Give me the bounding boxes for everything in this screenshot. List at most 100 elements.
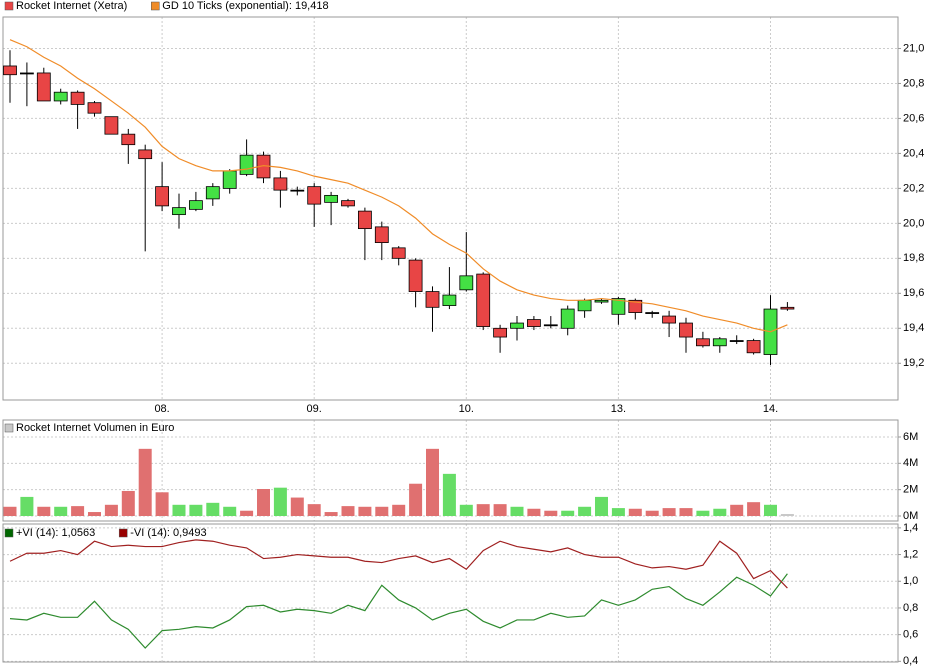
bar bbox=[595, 496, 608, 516]
bar bbox=[679, 508, 693, 516]
candle-body bbox=[273, 177, 288, 191]
candle-body bbox=[696, 338, 710, 347]
candle-body bbox=[324, 194, 339, 203]
candle-body bbox=[476, 273, 491, 327]
bar bbox=[510, 506, 524, 516]
y-tick-label: 6M bbox=[903, 431, 918, 443]
candle-body bbox=[527, 319, 541, 327]
bar bbox=[578, 506, 592, 516]
bar bbox=[88, 512, 101, 516]
bar bbox=[71, 506, 85, 516]
bar bbox=[409, 483, 423, 516]
legend-swatch bbox=[4, 423, 14, 433]
candle-body bbox=[19, 72, 34, 75]
legend-swatch bbox=[4, 528, 14, 538]
candle-body bbox=[442, 294, 457, 306]
candle-body bbox=[104, 116, 119, 135]
x-tick-label: 14. bbox=[763, 403, 778, 415]
candle-body bbox=[645, 312, 660, 314]
x-tick-label: 13. bbox=[611, 403, 626, 415]
bar bbox=[645, 510, 659, 516]
bar bbox=[172, 504, 186, 516]
bar bbox=[121, 490, 135, 516]
candle-body bbox=[729, 340, 744, 342]
candle-body bbox=[679, 322, 693, 338]
bar bbox=[37, 506, 51, 516]
bar bbox=[476, 504, 490, 516]
y-tick-label: 20,4 bbox=[903, 147, 924, 159]
bar bbox=[611, 508, 625, 516]
bar bbox=[20, 496, 34, 516]
candle-body bbox=[374, 226, 389, 244]
x-tick-label: 08. bbox=[154, 403, 169, 415]
bar bbox=[764, 504, 777, 516]
plot-frame bbox=[2, 16, 899, 401]
candle-body bbox=[594, 299, 609, 303]
bar bbox=[392, 504, 406, 516]
bar bbox=[628, 508, 642, 516]
y-tick-label: 19,2 bbox=[903, 357, 924, 369]
bar bbox=[240, 510, 254, 516]
bar bbox=[3, 506, 17, 516]
candle-body bbox=[543, 324, 558, 327]
candle-body bbox=[611, 298, 626, 315]
candle-body bbox=[70, 91, 85, 105]
plot-frame bbox=[2, 419, 899, 522]
bar bbox=[747, 502, 761, 516]
bar bbox=[324, 512, 338, 516]
candle-body bbox=[290, 189, 305, 192]
bar bbox=[442, 473, 456, 516]
y-tick-label: 20,6 bbox=[903, 112, 924, 124]
bar bbox=[257, 489, 270, 516]
candle-body bbox=[36, 72, 51, 102]
legend-swatch bbox=[151, 1, 160, 11]
bar bbox=[307, 504, 321, 516]
y-tick-label: 19,4 bbox=[903, 322, 924, 334]
bar bbox=[104, 504, 118, 516]
bar bbox=[730, 504, 744, 516]
series-line bbox=[9, 539, 788, 589]
y-tick-label: 0,4 bbox=[903, 655, 918, 667]
y-tick-label: 1,2 bbox=[903, 548, 918, 560]
y-tick-label: 4M bbox=[903, 457, 918, 469]
legend-swatch bbox=[118, 528, 128, 538]
y-tick-label: 1,4 bbox=[903, 522, 918, 534]
candle-body bbox=[87, 102, 102, 114]
bar bbox=[527, 508, 541, 516]
y-tick-label: 20,2 bbox=[903, 182, 924, 194]
candle-body bbox=[577, 299, 592, 312]
candle-body bbox=[662, 315, 676, 324]
y-tick-label: 0,8 bbox=[903, 602, 918, 614]
candle-body bbox=[3, 65, 17, 76]
x-tick-label: 10. bbox=[459, 403, 474, 415]
candle-body bbox=[222, 170, 237, 189]
candle-body bbox=[53, 91, 68, 102]
y-tick-label: 19,6 bbox=[903, 287, 924, 299]
candle-body bbox=[391, 247, 406, 259]
candle-body bbox=[712, 338, 727, 347]
bar bbox=[544, 510, 558, 516]
bar bbox=[696, 510, 710, 516]
bar bbox=[155, 492, 169, 516]
candle-body bbox=[510, 322, 524, 329]
candle-body bbox=[780, 306, 795, 310]
y-tick-label: 1,0 bbox=[903, 575, 918, 587]
bar bbox=[138, 448, 152, 516]
legend-swatch bbox=[4, 1, 14, 11]
y-tick-label: 2M bbox=[903, 484, 918, 496]
legend-label: -VI (14): 0,9493 bbox=[130, 527, 206, 539]
bar bbox=[223, 506, 237, 516]
candle-body bbox=[307, 186, 322, 205]
bar bbox=[341, 506, 355, 516]
bar bbox=[662, 508, 676, 516]
candle-body bbox=[121, 133, 136, 146]
bar bbox=[375, 506, 389, 516]
candle-body bbox=[155, 186, 170, 207]
bar bbox=[493, 504, 507, 516]
candle-body bbox=[425, 291, 440, 308]
y-tick-label: 20,8 bbox=[903, 77, 924, 89]
candle-body bbox=[408, 259, 423, 292]
bar bbox=[426, 448, 439, 516]
